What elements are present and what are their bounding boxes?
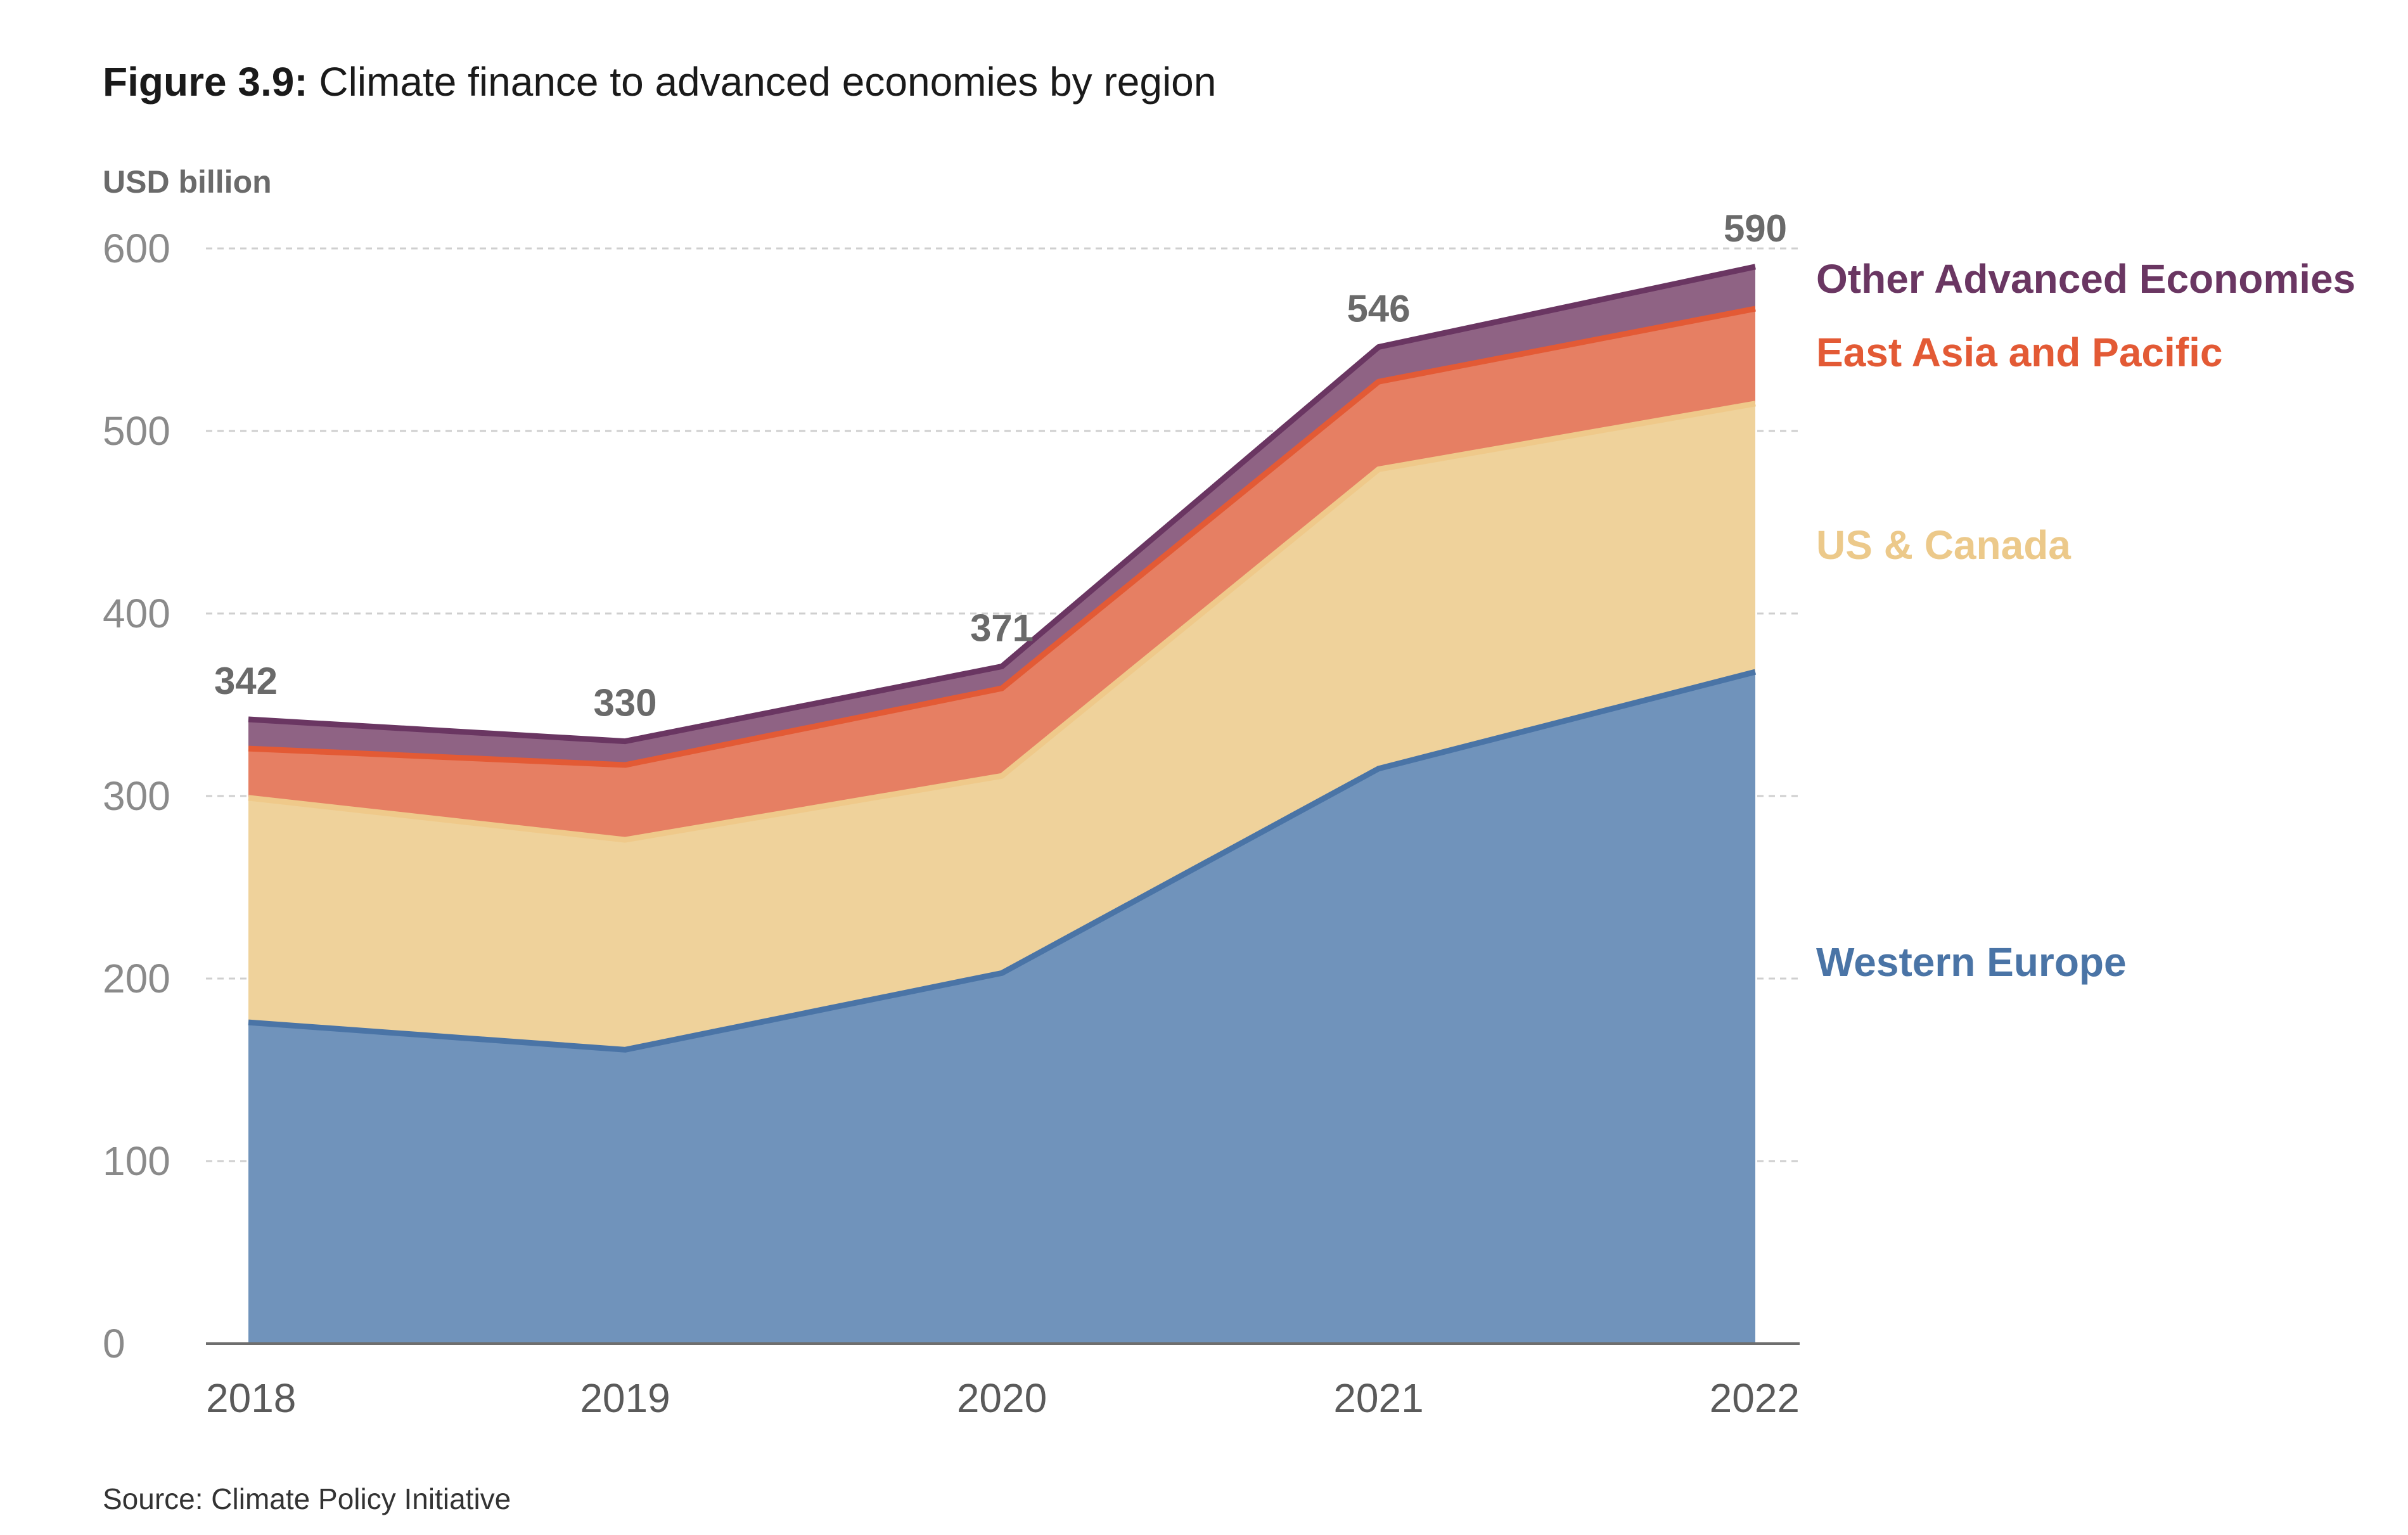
area-other-advanced-economies bbox=[248, 266, 1755, 766]
area-us-canada bbox=[248, 403, 1755, 1050]
line-western-europe bbox=[248, 669, 1757, 1053]
x-tick-label: 2019 bbox=[580, 1375, 670, 1421]
x-tick-label: 2018 bbox=[206, 1375, 296, 1421]
area-western-europe bbox=[248, 672, 1755, 1344]
line-east-asia-and-pacific bbox=[248, 305, 1756, 768]
legend-east-asia-and-pacific: East Asia and Pacific bbox=[1816, 330, 2222, 375]
y-tick-label: 100 bbox=[103, 1138, 170, 1184]
area-east-asia-and-pacific bbox=[248, 309, 1755, 840]
x-tick-label: 2021 bbox=[1333, 1375, 1423, 1421]
total-label: 342 bbox=[214, 660, 278, 702]
legend-western-europe: Western Europe bbox=[1816, 939, 2127, 985]
y-tick-label: 300 bbox=[103, 773, 170, 819]
x-tick-label: 2020 bbox=[957, 1375, 1047, 1421]
y-tick-label: 500 bbox=[103, 408, 170, 454]
line-other-advanced-economies bbox=[248, 264, 1756, 745]
y-tick-label: 200 bbox=[103, 956, 170, 1001]
y-tick-label: 600 bbox=[103, 226, 170, 271]
figure-title: Climate finance to advanced economies by… bbox=[319, 59, 1217, 105]
line-us-canada bbox=[248, 401, 1756, 843]
total-label: 371 bbox=[970, 607, 1034, 650]
y-tick-label: 400 bbox=[103, 591, 170, 636]
legend-other-advanced-economies: Other Advanced Economies bbox=[1816, 256, 2355, 302]
y-tick-label: 0 bbox=[103, 1321, 125, 1366]
source-note: Source: Climate Policy Initiative bbox=[103, 1482, 511, 1515]
total-label: 330 bbox=[593, 682, 656, 724]
x-tick-label: 2022 bbox=[1710, 1375, 1800, 1421]
total-label: 590 bbox=[1724, 207, 1787, 250]
legend-us-canada: US & Canada bbox=[1816, 522, 2071, 568]
total-label: 546 bbox=[1347, 288, 1410, 330]
figure-number: Figure 3.9: bbox=[103, 59, 308, 105]
y-axis-label: USD billion bbox=[103, 164, 272, 200]
chart-title: Figure 3.9: Climate finance to advanced … bbox=[103, 58, 1216, 105]
